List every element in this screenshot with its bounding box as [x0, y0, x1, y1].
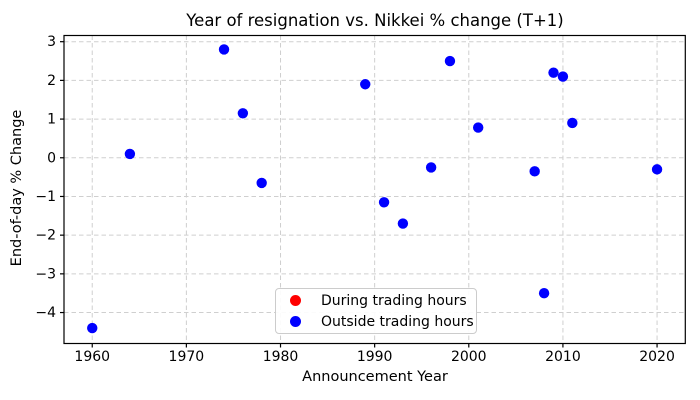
data-point — [567, 117, 578, 129]
data-point — [237, 108, 249, 119]
x-tick-label: 2000 — [451, 349, 487, 365]
data-point — [87, 322, 98, 334]
data-point — [548, 67, 559, 78]
data-point — [444, 55, 456, 67]
x-tick-label: 1970 — [169, 349, 205, 365]
x-tick-label: 1960 — [74, 349, 110, 365]
legend-marker-red-icon — [290, 295, 301, 306]
y-tick-label: 1 — [47, 112, 56, 128]
data-point — [651, 164, 663, 175]
legend: During trading hours Outside trading hou… — [275, 288, 477, 334]
data-point — [378, 197, 390, 208]
y-tick-label: −3 — [35, 266, 56, 282]
legend-marker-blue-icon — [290, 316, 301, 327]
data-point — [397, 218, 409, 229]
x-tick-label: 2010 — [545, 349, 581, 365]
x-axis-label: Announcement Year — [302, 369, 448, 385]
legend-label-during: During trading hours — [321, 292, 467, 309]
data-point — [218, 44, 230, 55]
data-point — [124, 148, 136, 160]
data-point — [256, 177, 267, 189]
data-point — [425, 162, 437, 173]
data-point — [360, 79, 371, 90]
legend-item-outside-trading-hours: Outside trading hours — [290, 311, 476, 332]
y-tick-label: −4 — [35, 305, 56, 321]
legend-label-outside: Outside trading hours — [321, 313, 474, 330]
data-point — [529, 166, 540, 177]
x-tick-label: 2020 — [639, 349, 675, 365]
y-tick-label: 3 — [47, 34, 56, 50]
chart-title: Year of resignation vs. Nikkei % change … — [186, 11, 564, 30]
data-point — [473, 122, 484, 133]
y-tick-label: 2 — [47, 73, 56, 89]
data-point — [557, 71, 569, 82]
y-tick-label: 0 — [47, 150, 56, 166]
y-tick-label: −1 — [35, 189, 56, 205]
x-tick-label: 1990 — [357, 349, 393, 365]
x-tick-label: 1980 — [263, 349, 299, 365]
legend-item-during-trading-hours: During trading hours — [290, 290, 476, 311]
data-point — [538, 287, 550, 299]
y-tick-label: −2 — [35, 228, 56, 244]
